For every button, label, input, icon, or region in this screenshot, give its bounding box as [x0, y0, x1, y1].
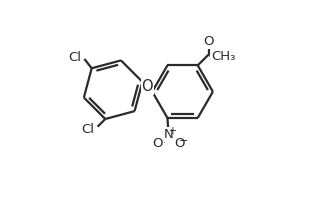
Text: Cl: Cl: [68, 51, 81, 64]
Text: Cl: Cl: [82, 123, 95, 136]
Text: −: −: [179, 136, 188, 146]
Text: O: O: [174, 138, 184, 151]
Text: O: O: [142, 79, 153, 94]
Text: O: O: [153, 138, 163, 151]
Text: +: +: [168, 126, 176, 136]
Text: O: O: [203, 35, 214, 48]
Text: CH₃: CH₃: [211, 50, 236, 63]
Text: N: N: [164, 128, 173, 141]
